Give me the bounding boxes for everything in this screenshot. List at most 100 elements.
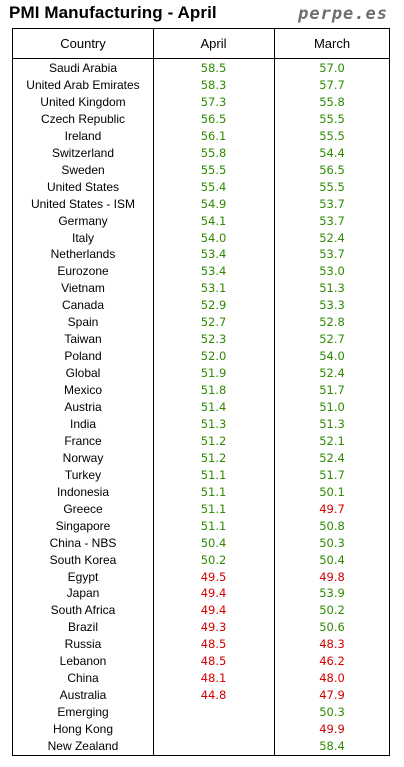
table-row: Norway 51.2 52.4 [13, 450, 389, 467]
table-row: South Africa 49.4 50.2 [13, 602, 389, 619]
table-row: Austria 51.4 51.0 [13, 399, 389, 416]
march-value-cell: 53.7 [319, 247, 345, 262]
table-row: Ireland 56.1 55.5 [13, 128, 389, 145]
country-cell: China [67, 671, 99, 686]
header-divider [13, 58, 389, 59]
march-value-cell: 55.5 [319, 179, 345, 194]
country-cell: Spain [67, 315, 99, 330]
column-header-march: March [313, 36, 351, 51]
april-value-cell: 55.5 [200, 162, 227, 177]
table-row: Netherlands 53.4 53.7 [13, 246, 389, 263]
table-row: France 51.2 52.1 [13, 433, 389, 450]
table-row: Turkey 51.1 51.7 [13, 467, 389, 484]
march-value-cell: 50.1 [319, 484, 345, 499]
march-value-cell: 53.7 [319, 213, 345, 228]
march-value-cell: 56.5 [319, 162, 345, 177]
march-value-cell: 49.9 [319, 722, 345, 737]
march-value-cell: 51.3 [319, 281, 345, 296]
table-row: Global 51.9 52.4 [13, 365, 389, 382]
april-value-cell: 58.5 [200, 61, 227, 75]
table-row: Saudi Arabia 58.5 57.0 [13, 60, 389, 77]
country-cell: Japan [66, 586, 100, 601]
april-value-cell: 56.1 [200, 128, 227, 143]
april-value-cell: 48.5 [200, 654, 227, 669]
column-divider [153, 29, 154, 755]
country-cell: United Kingdom [40, 94, 126, 109]
april-value-cell: 54.1 [200, 213, 227, 228]
country-cell: Egypt [67, 569, 99, 584]
april-value-cell: 58.3 [200, 77, 227, 92]
country-cell: Emerging [57, 705, 109, 720]
march-value-cell: 50.3 [319, 705, 345, 720]
april-value-cell: 50.4 [200, 535, 227, 550]
table-row: New Zealand 58.4 [13, 738, 389, 755]
april-value-cell: 51.1 [200, 501, 227, 516]
country-cell: Singapore [55, 518, 111, 533]
april-value-cell: 52.9 [200, 298, 227, 313]
table-row: Russia 48.5 48.3 [13, 636, 389, 653]
march-value-cell: 49.7 [319, 501, 345, 516]
march-value-cell: 49.8 [319, 569, 345, 584]
country-cell: Turkey [64, 467, 102, 482]
table-row: Egypt 49.5 49.8 [13, 569, 389, 586]
april-value-cell: 55.4 [200, 179, 227, 194]
table-row: Italy 54.0 52.4 [13, 230, 389, 247]
table-row: Switzerland 55.8 54.4 [13, 145, 389, 162]
april-value-cell: 53.1 [200, 281, 227, 296]
april-value-cell: 56.5 [200, 111, 227, 126]
march-value-cell: 51.0 [319, 400, 345, 414]
march-value-cell: 52.4 [319, 366, 345, 381]
country-cell: France [64, 433, 102, 448]
april-value-cell: 51.1 [200, 518, 227, 533]
country-cell: Czech Republic [40, 111, 126, 126]
april-value-cell: 49.4 [200, 586, 227, 601]
country-cell: Australia [59, 688, 107, 703]
march-value-cell: 53.7 [319, 196, 345, 211]
april-value-cell: 55.8 [200, 145, 227, 160]
march-value-cell: 54.4 [319, 145, 345, 160]
pmi-table: Country April March Saudi Arabia 58.5 57.0… [12, 28, 390, 756]
column-header-april: April [200, 36, 227, 51]
country-cell: United States - ISM [30, 196, 136, 211]
march-value-cell: 48.0 [319, 671, 345, 686]
table-row: Sweden 55.5 56.5 [13, 162, 389, 179]
brand-watermark: perpe.es [298, 4, 388, 24]
table-row: United Kingdom 57.3 55.8 [13, 94, 389, 111]
country-cell: Lebanon [59, 654, 107, 669]
april-value-cell: 51.2 [200, 450, 227, 465]
table-row: Japan 49.4 53.9 [13, 585, 389, 602]
march-value-cell: 53.0 [319, 264, 345, 279]
country-cell: India [69, 416, 97, 431]
april-value-cell: 52.7 [200, 315, 227, 330]
country-cell: Greece [63, 501, 103, 516]
country-cell: Vietnam [61, 281, 105, 296]
march-value-cell: 53.9 [319, 586, 345, 601]
april-value-cell: 44.8 [200, 688, 227, 703]
march-value-cell: 51.7 [319, 383, 345, 398]
country-cell: Saudi Arabia [48, 61, 118, 75]
april-value-cell: 53.4 [200, 247, 227, 262]
country-cell: Switzerland [51, 145, 115, 160]
march-value-cell: 47.9 [319, 688, 345, 703]
country-cell: Ireland [64, 128, 102, 143]
country-cell: Poland [64, 349, 102, 364]
march-value-cell: 52.4 [319, 450, 345, 465]
table-row: Canada 52.9 53.3 [13, 297, 389, 314]
april-value-cell: 51.3 [200, 416, 227, 431]
march-value-cell: 52.1 [319, 433, 345, 448]
march-value-cell: 55.5 [319, 111, 345, 126]
table-row: Greece 51.1 49.7 [13, 501, 389, 518]
march-value-cell: 50.3 [319, 535, 345, 550]
table-row: Australia 44.8 47.9 [13, 687, 389, 704]
country-cell: Hong Kong [52, 722, 114, 737]
country-cell: Austria [64, 400, 102, 414]
table-row: Eurozone 53.4 53.0 [13, 263, 389, 280]
country-cell: Mexico [63, 383, 102, 398]
column-header-country: Country [60, 36, 106, 51]
april-value-cell: 57.3 [200, 94, 227, 109]
april-value-cell: 51.1 [200, 484, 227, 499]
april-value-cell: 51.1 [200, 467, 227, 482]
table-row: Germany 54.1 53.7 [13, 213, 389, 230]
april-value-cell: 50.2 [200, 552, 227, 567]
table-row: Taiwan 52.3 52.7 [13, 331, 389, 348]
